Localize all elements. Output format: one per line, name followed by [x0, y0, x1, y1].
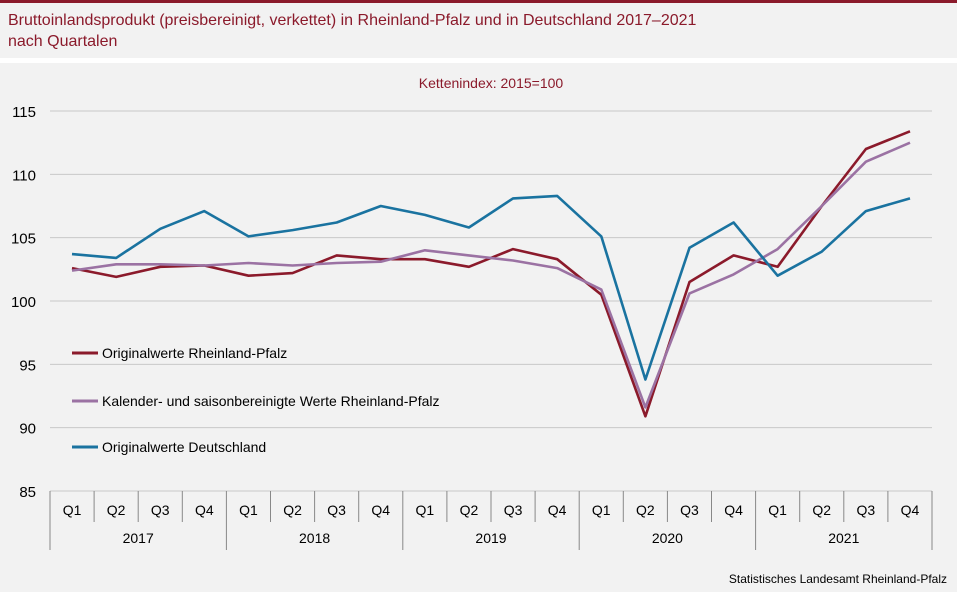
quarter-label-7: Q4 [371, 502, 390, 518]
page-title-line-1: Bruttoinlandsprodukt (preisbereinigt, ve… [8, 12, 697, 29]
quarter-label-11: Q4 [548, 502, 567, 518]
source-note: Statistisches Landesamt Rheinland-Pfalz [728, 572, 947, 586]
series-line-1 [71, 141, 911, 409]
quarter-label-2: Q3 [151, 502, 170, 518]
quarter-label-6: Q3 [327, 502, 346, 518]
quarter-label-13: Q2 [636, 502, 655, 518]
year-label-2017: 2017 [123, 530, 154, 546]
gdp-line-chart: Kettenindex: 2015=100 85 90 95 100 105 110 115 Q… [11, 71, 933, 550]
quarter-label-4: Q1 [239, 502, 258, 518]
quarter-label-3: Q4 [195, 502, 214, 518]
quarter-label-9: Q2 [460, 502, 479, 518]
legend-label-0: Originalwerte Rheinland-Pfalz [102, 345, 287, 361]
page-title-line-2: nach Quartalen [8, 33, 118, 50]
y-tick-label-85: 85 [19, 484, 36, 501]
title-separator [0, 58, 957, 63]
year-label-2018: 2018 [299, 530, 330, 546]
quarter-label-1: Q2 [107, 502, 126, 518]
y-tick-label-95: 95 [19, 357, 36, 374]
quarter-label-16: Q1 [768, 502, 787, 518]
y-tick-label-115: 115 [12, 104, 36, 121]
top-accent-bar [0, 0, 957, 3]
y-tick-label-90: 90 [19, 421, 36, 438]
quarter-label-8: Q1 [416, 502, 435, 518]
quarter-label-10: Q3 [504, 502, 523, 518]
year-label-2021: 2021 [828, 530, 859, 546]
year-label-2020: 2020 [652, 530, 683, 546]
y-tick-label-100: 100 [11, 294, 36, 311]
quarter-label-18: Q3 [857, 502, 876, 518]
quarter-label-19: Q4 [901, 502, 920, 518]
series-line-2 [71, 194, 911, 381]
legend-label-1: Kalender- und saisonbereinigte Werte Rhe… [102, 393, 440, 409]
year-label-2019: 2019 [475, 530, 506, 546]
quarter-label-17: Q2 [812, 502, 831, 518]
chart-subtitle: Kettenindex: 2015=100 [419, 75, 564, 91]
quarter-label-12: Q1 [592, 502, 611, 518]
y-tick-label-110: 110 [12, 167, 36, 184]
legend-label-2: Originalwerte Deutschland [102, 439, 266, 455]
quarter-label-15: Q4 [724, 502, 743, 518]
quarter-label-0: Q1 [63, 502, 82, 518]
y-tick-label-105: 105 [11, 231, 36, 248]
quarter-label-5: Q2 [283, 502, 302, 518]
quarter-label-14: Q3 [680, 502, 699, 518]
page-title: Bruttoinlandsprodukt (preisbereinigt, ve… [8, 10, 948, 52]
plot-area [50, 71, 932, 491]
